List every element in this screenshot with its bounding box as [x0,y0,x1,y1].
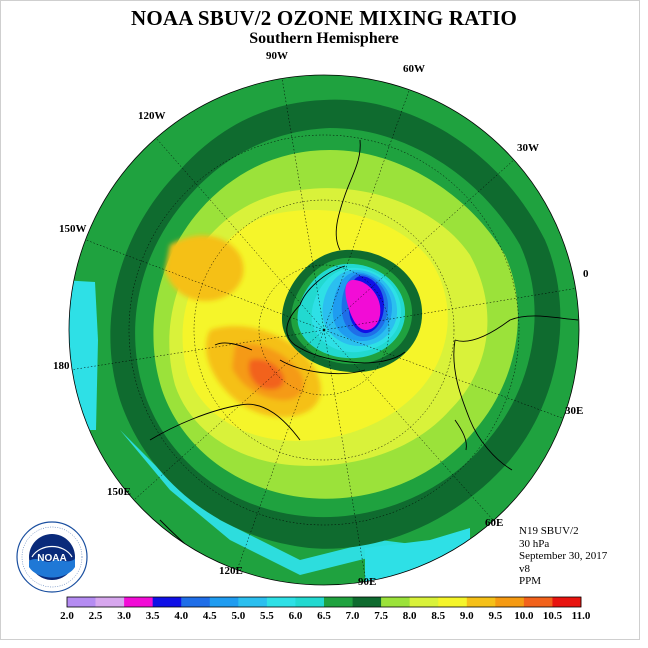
magenta-3-0-core [345,279,381,330]
info-block: N19 SBUV/2 30 hPa September 30, 2017 v8 … [519,525,607,588]
lon-label-120e: 120E [219,565,243,577]
colorbar-tick-label: 8.5 [431,610,446,622]
colorbar-tick-label: 2.0 [60,610,74,622]
lon-label-30e: 30E [565,405,584,417]
units-label: PPM [519,575,542,587]
colorbar-tick-label: 3.5 [145,610,160,622]
colorbar-tick-label: 10.0 [514,610,534,622]
colorbar-tick-label: 6.0 [288,610,303,622]
map-boundary [68,74,580,586]
satellite-label: N19 SBUV/2 [519,525,579,537]
lon-label-90w: 90W [266,50,288,62]
lon-label-120w: 120W [138,110,166,122]
pressure-level-label: 30 hPa [519,537,550,550]
noaa-logo: NOAA [16,521,88,593]
colorbar-tick-label: 6.5 [317,610,331,622]
graticule [69,77,579,583]
lon-label-150w: 150W [59,223,87,235]
map-subtitle: Southern Hemisphere [249,30,399,47]
lon-label-90e: 90E [358,576,377,588]
colorbar-tick-label: 4.0 [174,610,189,622]
colorbar-tick-label: 8.0 [402,610,417,622]
lon-label-60e: 60E [485,517,504,529]
lon-label-30w: 30W [517,142,539,154]
colorbar-tick-label: 3.0 [117,610,131,622]
version-label: v8 [519,562,530,575]
map-title: NOAA SBUV/2 OZONE MIXING RATIO [131,6,517,30]
colorbar-tick-label: 7.0 [345,610,360,622]
cyan-patch-left [69,280,98,430]
colorbar-tick-label: 5.0 [231,610,246,622]
colorbar-tick-label: 5.5 [260,610,274,622]
colorbar-tick-label: 10.5 [542,610,563,622]
date-label: September 30, 2017 [519,550,608,562]
red-orange-patch [248,359,285,390]
orange-8-5-patch-west [165,235,244,301]
noaa-logo-text: NOAA [37,553,66,564]
colorbar-tick-label: 7.5 [374,610,388,622]
lon-label-0: 0 [583,268,589,280]
lon-label-150e: 150E [107,486,131,498]
colorbar-tick-label: 9.5 [488,610,503,622]
colorbar-tick-label: 4.5 [202,610,217,622]
colorbar-tick-label: 11.0 [571,610,591,622]
lon-label-60w: 60W [403,63,425,75]
colorbar-tick-label: 2.5 [88,610,103,622]
cyan-patch-bottom [120,430,420,575]
lon-label-180: 180 [53,360,70,372]
map-frame [0,0,640,640]
colorbar-tick-label: 9.0 [459,610,474,622]
